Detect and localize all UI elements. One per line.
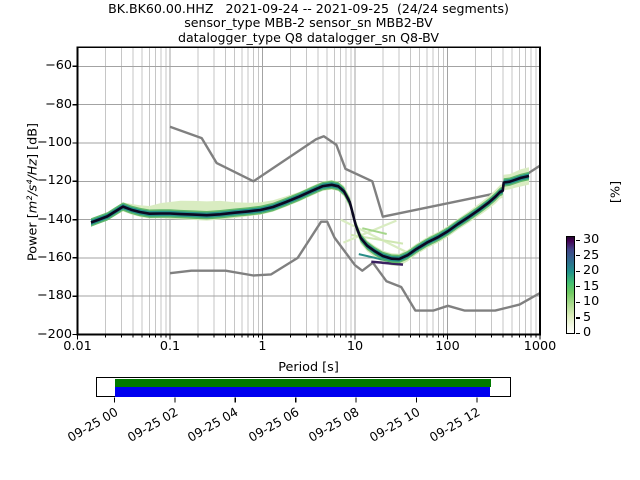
colorbar-tick-label: 25 xyxy=(583,247,600,263)
colorbar-tick-mark xyxy=(576,301,580,304)
colorbar-tick-mark xyxy=(576,270,580,272)
title-line-2: sensor_type MBB-2 sensor_sn MBB2-BV xyxy=(184,15,433,31)
x-tick-label: 1 xyxy=(258,339,267,354)
x-tick-label: 10 xyxy=(346,339,364,354)
y-tick-label: −80 xyxy=(44,96,72,112)
x-axis-label: Period [s] xyxy=(278,360,339,375)
title-line-1: BK.BK60.00.HHZ 2021-09-24 -- 2021-09-25 … xyxy=(108,1,509,16)
colorbar-tick-mark xyxy=(576,255,580,257)
colorbar-tick-label: 15 xyxy=(583,278,600,294)
x-tick-label: 0.1 xyxy=(159,339,181,354)
figure-title: BK.BK60.00.HHZ 2021-09-24 -- 2021-09-25 … xyxy=(77,1,540,45)
timeline-coverage-top-bar xyxy=(115,378,491,387)
timeline-coverage-bottom-bar xyxy=(115,386,490,397)
x-tick-label: 100 xyxy=(435,339,460,354)
colorbar-gradient xyxy=(566,236,574,333)
y-tick-label: −120 xyxy=(36,173,72,189)
y-tick-label: −200 xyxy=(36,326,72,342)
colorbar-tick-label: 10 xyxy=(583,294,600,310)
y-tick-label: −160 xyxy=(36,249,72,265)
colorbar-tick-mark xyxy=(576,239,580,241)
colorbar xyxy=(565,235,575,334)
colorbar-label: [%] xyxy=(608,180,624,204)
colorbar-tick-label: 20 xyxy=(583,263,600,279)
y-tick-label: −140 xyxy=(36,211,72,227)
colorbar-tick-mark xyxy=(576,332,580,335)
y-tick-label: −180 xyxy=(36,288,72,304)
colorbar-tick-label: 30 xyxy=(583,232,600,248)
y-tick-label: −60 xyxy=(44,58,72,74)
colorbar-tick-mark xyxy=(576,317,580,319)
colorbar-tick-mark xyxy=(576,286,580,288)
title-line-3: datalogger_type Q8 datalogger_sn Q8-BV xyxy=(177,29,440,45)
x-tick-label: 0.01 xyxy=(63,339,92,354)
colorbar-tick-label: 5 xyxy=(583,309,592,325)
x-tick-label: 1000 xyxy=(523,339,557,354)
colorbar-tick-label: 0 xyxy=(583,325,592,341)
y-tick-label: −100 xyxy=(36,135,72,151)
